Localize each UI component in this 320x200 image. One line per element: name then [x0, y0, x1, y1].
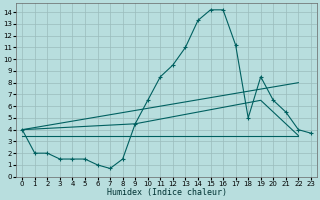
X-axis label: Humidex (Indice chaleur): Humidex (Indice chaleur)	[107, 188, 227, 197]
